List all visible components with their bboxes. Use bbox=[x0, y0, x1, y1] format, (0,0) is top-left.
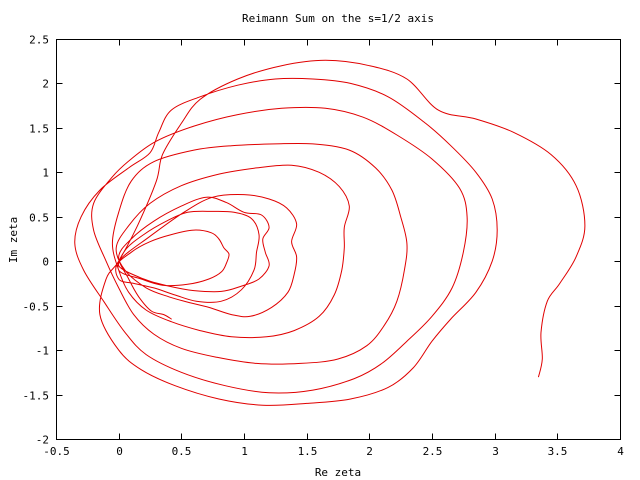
series-line bbox=[74, 59, 586, 406]
x-tick-label: 2 bbox=[366, 445, 373, 458]
x-tick-label: 2.5 bbox=[423, 445, 443, 458]
y-tick-label: -2 bbox=[36, 434, 49, 447]
series-layer bbox=[74, 59, 586, 406]
x-tick-label: 3 bbox=[492, 445, 499, 458]
x-tick-label: 0 bbox=[116, 445, 123, 458]
y-tick-label: 1 bbox=[42, 167, 49, 180]
x-tick-label: 1 bbox=[241, 445, 248, 458]
x-tick-label: 0.5 bbox=[172, 445, 192, 458]
y-axis-label: Im zeta bbox=[7, 217, 20, 263]
y-tick-label: -1.5 bbox=[23, 390, 50, 403]
y-axis: -2 -1.5 -1 -0.5 0 0.5 1 1.5 2 2.5 bbox=[23, 34, 621, 447]
y-tick-label: -1 bbox=[36, 345, 49, 358]
x-tick-label: 4 bbox=[617, 445, 624, 458]
y-tick-label: 1.5 bbox=[29, 123, 49, 136]
y-tick-label: 0 bbox=[42, 256, 49, 269]
y-tick-label: 2.5 bbox=[29, 34, 49, 47]
x-axis: -0.5 0 0.5 1 1.5 2 2.5 3 3.5 4 bbox=[43, 39, 624, 458]
plot-area-frame bbox=[56, 39, 621, 440]
y-tick-label: -0.5 bbox=[23, 301, 50, 314]
x-tick-label: 3.5 bbox=[548, 445, 568, 458]
y-tick-label: 0.5 bbox=[29, 212, 49, 225]
x-tick-label: -0.5 bbox=[43, 445, 70, 458]
y-tick-label: 2 bbox=[42, 78, 49, 91]
chart-title: Reimann Sum on the s=1/2 axis bbox=[242, 12, 434, 25]
x-axis-label: Re zeta bbox=[315, 466, 361, 479]
x-tick-label: 1.5 bbox=[298, 445, 318, 458]
